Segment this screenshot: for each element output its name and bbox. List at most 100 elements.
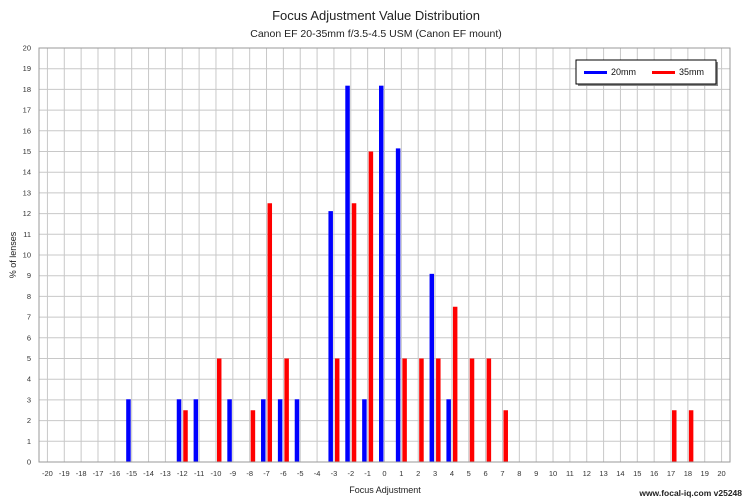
bar-35mm-x3 xyxy=(436,358,441,462)
legend-label-20mm: 20mm xyxy=(611,67,636,77)
x-tick-label: -8 xyxy=(246,469,253,478)
x-tick-label: 12 xyxy=(583,469,591,478)
x-tick-label: 18 xyxy=(684,469,692,478)
y-axis-label: % of lenses xyxy=(8,231,18,278)
bar-35mm-x7 xyxy=(503,410,508,462)
bar-35mm-x-10 xyxy=(216,358,222,462)
x-tick-label: -6 xyxy=(280,469,287,478)
x-tick-label: 1 xyxy=(399,469,403,478)
x-tick-label: -14 xyxy=(143,469,154,478)
legend: 20mm 35mm xyxy=(575,59,718,86)
bar-20mm-x1 xyxy=(395,148,401,462)
x-tick-label: 15 xyxy=(633,469,641,478)
y-tick-label: 0 xyxy=(27,458,31,467)
y-tick-label: 1 xyxy=(27,437,31,446)
x-tick-label: -3 xyxy=(331,469,338,478)
bar-35mm-x1 xyxy=(402,358,407,462)
bar-20mm-x-11 xyxy=(193,399,199,462)
y-tick-label: 11 xyxy=(23,230,31,239)
bar-20mm-x-15 xyxy=(126,399,131,462)
grid xyxy=(39,47,730,463)
chart-subtitle: Canon EF 20-35mm f/3.5-4.5 USM (Canon EF… xyxy=(250,28,502,40)
bar-35mm-x-8 xyxy=(250,410,256,462)
y-tick-label: 19 xyxy=(23,64,31,73)
x-tick-label: -15 xyxy=(126,469,137,478)
bar-35mm-x-1 xyxy=(368,151,374,462)
x-tick-label: 2 xyxy=(416,469,420,478)
y-tick-label: 12 xyxy=(23,209,31,218)
bar-35mm-x18 xyxy=(688,410,694,462)
y-tick-label: 3 xyxy=(27,395,31,404)
x-tick-label: -5 xyxy=(297,469,304,478)
bar-35mm-x-7 xyxy=(267,203,273,462)
bar-20mm-x-7 xyxy=(261,399,266,462)
y-tick-label: 2 xyxy=(27,416,31,425)
x-tick-label: -7 xyxy=(263,469,270,478)
y-tick-label: 13 xyxy=(23,188,31,197)
x-tick-label: -18 xyxy=(76,469,87,478)
chart-title: Focus Adjustment Value Distribution xyxy=(272,8,480,23)
bar-35mm-x6 xyxy=(486,358,492,462)
bar-20mm-x4 xyxy=(446,399,451,462)
y-tick-label: 9 xyxy=(27,271,31,280)
x-tick-label: -1 xyxy=(364,469,371,478)
bar-35mm-x5 xyxy=(469,358,475,462)
x-tick-label: 14 xyxy=(616,469,624,478)
x-tick-label: 8 xyxy=(517,469,521,478)
bar-20mm-x-1 xyxy=(362,399,367,462)
x-tick-label: -17 xyxy=(93,469,104,478)
bar-35mm-x2 xyxy=(419,358,424,462)
y-tick-label: 8 xyxy=(27,292,31,301)
x-tick-label: 13 xyxy=(599,469,607,478)
x-tick-label: 6 xyxy=(484,469,488,478)
y-tick-label: 16 xyxy=(23,126,31,135)
y-tick-label: 15 xyxy=(23,147,31,156)
x-tick-label: -9 xyxy=(229,469,236,478)
plot-frame xyxy=(38,47,731,463)
bar-20mm-x-3 xyxy=(328,211,333,462)
bar-20mm-x0 xyxy=(379,85,384,462)
x-tick-label: -20 xyxy=(42,469,53,478)
y-tick-label: 14 xyxy=(23,168,31,177)
x-tick-label: -12 xyxy=(177,469,188,478)
bar-20mm-x-9 xyxy=(227,399,232,462)
x-tick-label: 16 xyxy=(650,469,658,478)
y-tick-label: 4 xyxy=(27,375,31,384)
x-tick-label: -10 xyxy=(211,469,222,478)
bar-20mm-x3 xyxy=(429,273,435,462)
y-tick-label: 17 xyxy=(23,106,31,115)
x-tick-label: 11 xyxy=(566,469,574,478)
bar-35mm-x-12 xyxy=(183,410,188,462)
bar-20mm-x-12 xyxy=(176,399,182,462)
bars xyxy=(126,85,694,462)
y-tick-label: 6 xyxy=(27,333,31,342)
x-axis-label: Focus Adjustment xyxy=(349,485,421,495)
x-tick-label: -11 xyxy=(194,469,204,478)
legend-swatch-20mm xyxy=(584,71,607,74)
y-tick-label: 18 xyxy=(23,85,31,94)
bar-35mm-x-2 xyxy=(351,203,357,462)
y-tick-label: 20 xyxy=(23,44,31,53)
y-tick-label: 5 xyxy=(27,354,31,363)
bar-20mm-x-6 xyxy=(277,399,283,462)
x-tick-label: 9 xyxy=(534,469,538,478)
x-tick-label: 19 xyxy=(701,469,709,478)
x-tick-label: -4 xyxy=(314,469,321,478)
x-tick-label: -2 xyxy=(347,469,354,478)
x-tick-label: 20 xyxy=(717,469,725,478)
x-tick-label: -16 xyxy=(109,469,120,478)
x-tick-label: -13 xyxy=(160,469,171,478)
x-tick-label: 3 xyxy=(433,469,437,478)
bar-35mm-x17 xyxy=(672,410,677,462)
x-tick-label: 4 xyxy=(450,469,454,478)
y-tick-label: 7 xyxy=(27,313,31,322)
legend-swatch-35mm xyxy=(652,71,675,74)
x-tick-label: -19 xyxy=(59,469,70,478)
x-tick-label: 7 xyxy=(500,469,504,478)
legend-label-35mm: 35mm xyxy=(679,67,704,77)
bar-35mm-x-3 xyxy=(334,358,340,462)
footer-watermark: www.focal-iq.com v25248 xyxy=(638,488,742,498)
x-tick-label: 5 xyxy=(467,469,471,478)
x-tick-label: 10 xyxy=(549,469,557,478)
